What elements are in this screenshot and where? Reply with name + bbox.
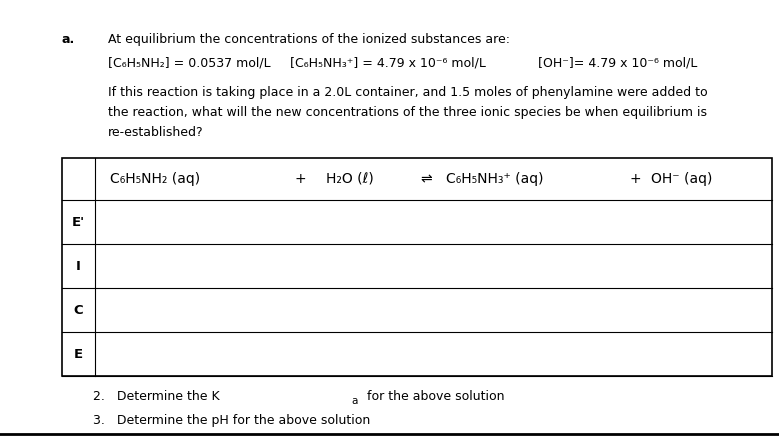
Text: 3.   Determine the pH for the above solution: 3. Determine the pH for the above soluti… — [93, 414, 370, 427]
Text: +: + — [629, 172, 641, 186]
Text: If this reaction is taking place in a 2.0L container, and 1.5 moles of phenylami: If this reaction is taking place in a 2.… — [108, 86, 707, 99]
Text: 2.   Determine the K: 2. Determine the K — [93, 390, 220, 403]
Text: a.: a. — [62, 33, 76, 46]
Text: C₆H₅NH₂ (aq): C₆H₅NH₂ (aq) — [110, 172, 200, 186]
Text: E': E' — [72, 215, 85, 229]
Text: the reaction, what will the new concentrations of the three ionic species be whe: the reaction, what will the new concentr… — [108, 106, 707, 119]
Text: +: + — [294, 172, 306, 186]
Text: C: C — [74, 304, 83, 317]
Text: [C₆H₅NH₃⁺] = 4.79 x 10⁻⁶ mol/L: [C₆H₅NH₃⁺] = 4.79 x 10⁻⁶ mol/L — [290, 56, 486, 69]
Text: C₆H₅NH₃⁺ (aq): C₆H₅NH₃⁺ (aq) — [446, 172, 544, 186]
Text: At equilibrium the concentrations of the ionized substances are:: At equilibrium the concentrations of the… — [108, 33, 510, 46]
Text: a: a — [351, 396, 358, 406]
Bar — [62, 158, 772, 376]
Text: for the above solution: for the above solution — [363, 390, 505, 403]
Text: [C₆H₅NH₂] = 0.0537 mol/L: [C₆H₅NH₂] = 0.0537 mol/L — [108, 56, 270, 69]
Text: ⇌: ⇌ — [420, 172, 432, 186]
Text: [OH⁻]= 4.79 x 10⁻⁶ mol/L: [OH⁻]= 4.79 x 10⁻⁶ mol/L — [538, 56, 697, 69]
Text: H₂O (ℓ): H₂O (ℓ) — [326, 172, 374, 186]
Text: OH⁻ (aq): OH⁻ (aq) — [651, 172, 713, 186]
Text: E: E — [74, 347, 83, 360]
Text: re-established?: re-established? — [108, 126, 203, 139]
Text: I: I — [76, 259, 81, 272]
